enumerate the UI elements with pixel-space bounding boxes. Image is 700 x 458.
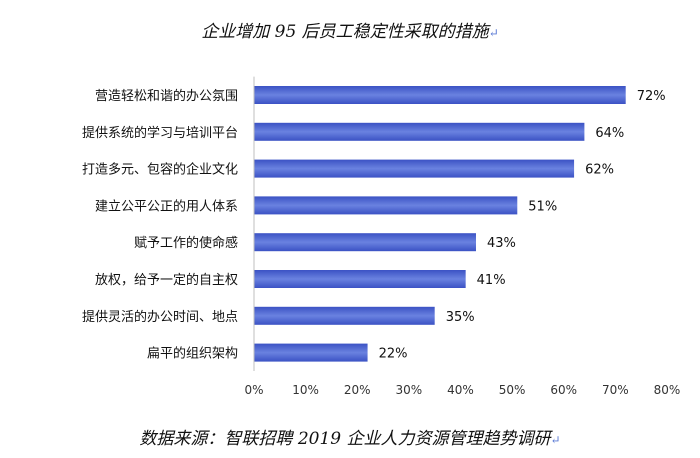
bar-value-label: 64%: [595, 126, 624, 141]
bar: [254, 306, 435, 325]
chart-title: 企业增加 95 后员工稳定性采取的措施↵: [201, 22, 499, 42]
category-label: 提供灵活的办公时间、地点: [82, 309, 238, 325]
bar: [254, 86, 626, 104]
x-tick-label: 20%: [344, 383, 371, 397]
bar-value-label: 22%: [379, 347, 408, 362]
x-tick-label: 30%: [396, 383, 423, 397]
bar-value-label: 41%: [477, 273, 506, 288]
bar-value-label: 72%: [637, 89, 666, 104]
category-label: 扁平的组织架构: [147, 346, 238, 362]
category-label: 提供系统的学习与培训平台: [82, 125, 238, 141]
bar: [254, 159, 575, 178]
category-label: 放权，给予一定的自主权: [95, 272, 238, 288]
x-tick-label: 10%: [292, 383, 319, 397]
bar: [254, 122, 585, 141]
category-label: 打造多元、包容的企业文化: [82, 162, 238, 178]
bar-value-label: 43%: [487, 236, 516, 251]
bar-value-label: 51%: [528, 199, 557, 214]
bar: [254, 233, 476, 252]
category-label: 营造轻松和谐的办公氛围: [95, 88, 238, 104]
category-label: 赋予工作的使命感: [134, 235, 238, 251]
x-tick-label: 0%: [244, 383, 263, 397]
bar-value-label: 35%: [446, 310, 475, 325]
x-tick-label: 60%: [550, 383, 577, 397]
bar-value-label: 62%: [585, 163, 614, 178]
x-tick-label: 40%: [447, 383, 474, 397]
category-label: 建立公平公正的用人体系: [95, 198, 238, 214]
x-tick-label: 50%: [499, 383, 526, 397]
bar: [254, 196, 518, 215]
data-source-note: 数据来源：智联招聘 2019 企业人力资源管理趋势调研↵: [139, 429, 561, 449]
bar: [254, 343, 368, 362]
x-tick-label: 70%: [602, 383, 629, 397]
x-tick-label: 80%: [654, 383, 681, 397]
bar: [254, 270, 466, 288]
